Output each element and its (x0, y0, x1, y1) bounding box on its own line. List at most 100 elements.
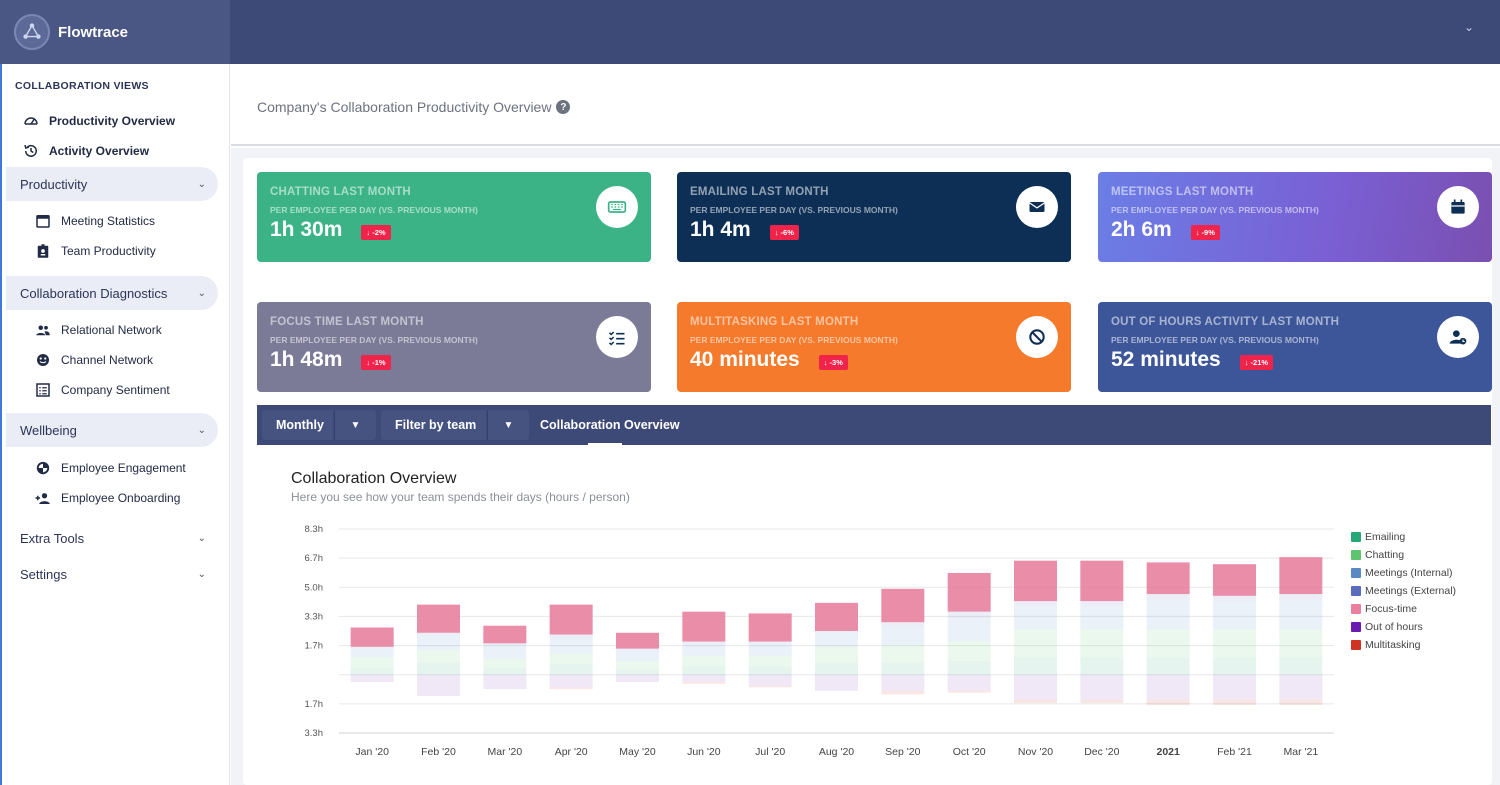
sidebar-group-wellbeing[interactable]: Wellbeing ⌄ (6, 413, 218, 447)
bar-segment-meetings-internal-[interactable] (417, 634, 460, 651)
bar-segment-out-of-hours[interactable] (1146, 674, 1190, 700)
sidebar-item-channel-network[interactable]: Channel Network (34, 351, 153, 369)
bar-segment-out-of-hours[interactable] (549, 674, 593, 688)
bar-segment-meetings-external-[interactable] (1279, 594, 1323, 600)
bar-segment-emailing[interactable] (815, 662, 858, 675)
legend-item[interactable]: Meetings (Internal) (1351, 564, 1456, 582)
bar-segment-meetings-external-[interactable] (1080, 601, 1124, 605)
bar-segment-meetings-internal-[interactable] (549, 638, 593, 654)
bar-segment-chatting[interactable] (616, 660, 659, 670)
bar-segment-meetings-external-[interactable] (947, 611, 991, 619)
bar-segment-meetings-internal-[interactable] (1014, 604, 1057, 630)
tab-collaboration-overview[interactable]: Collaboration Overview (540, 418, 680, 432)
bar-segment-multitasking[interactable] (1014, 699, 1057, 704)
bar-segment-meetings-internal-[interactable] (483, 645, 527, 660)
bar-segment-emailing[interactable] (1213, 657, 1256, 675)
team-filter-caret-icon[interactable]: ▼ (487, 410, 529, 440)
bar-segment-focus-time[interactable] (881, 588, 925, 623)
bar-segment-multitasking[interactable] (947, 690, 991, 693)
bar-segment-emailing[interactable] (682, 666, 726, 675)
bar-segment-focus-time[interactable] (748, 613, 792, 642)
legend-item[interactable]: Chatting (1351, 546, 1456, 564)
bar-segment-meetings-external-[interactable] (1146, 594, 1190, 600)
period-dropdown-caret-icon[interactable]: ▼ (334, 410, 376, 440)
bar-segment-focus-time[interactable] (947, 572, 991, 612)
help-icon[interactable]: ? (556, 100, 571, 114)
sidebar-item-team-productivity[interactable]: Team Productivity (34, 242, 156, 260)
bar-segment-emailing[interactable] (748, 666, 792, 675)
bar-segment-chatting[interactable] (1014, 629, 1057, 658)
bar-segment-meetings-external-[interactable] (417, 632, 460, 635)
bar-segment-chatting[interactable] (748, 655, 792, 667)
bar-segment-meetings-internal-[interactable] (1080, 604, 1124, 630)
legend-item[interactable]: Emailing (1351, 528, 1456, 546)
bar-segment-out-of-hours[interactable] (350, 674, 394, 682)
bar-segment-multitasking[interactable] (881, 690, 925, 695)
bar-segment-focus-time[interactable] (1014, 560, 1057, 602)
bar-segment-chatting[interactable] (1213, 629, 1256, 658)
bar-segment-out-of-hours[interactable] (483, 674, 527, 690)
bar-segment-multitasking[interactable] (1279, 699, 1323, 705)
bar-segment-meetings-internal-[interactable] (350, 648, 394, 658)
bar-segment-multitasking[interactable] (1080, 699, 1124, 704)
bar-segment-emailing[interactable] (881, 662, 925, 675)
legend-item[interactable]: Out of hours (1351, 618, 1456, 636)
bar-segment-chatting[interactable] (1080, 629, 1124, 658)
bar-segment-meetings-internal-[interactable] (682, 643, 726, 656)
bar-segment-out-of-hours[interactable] (815, 674, 858, 691)
account-menu-chevron-icon[interactable]: ⌄ (1463, 20, 1474, 34)
bar-segment-meetings-internal-[interactable] (1213, 601, 1256, 630)
bar-segment-chatting[interactable] (417, 650, 460, 663)
bar-segment-out-of-hours[interactable] (748, 674, 792, 686)
bar-segment-multitasking[interactable] (549, 687, 593, 690)
bar-segment-focus-time[interactable] (483, 625, 527, 644)
bar-segment-meetings-internal-[interactable] (616, 650, 659, 661)
sidebar-item-company-sentiment[interactable]: Company Sentiment (34, 381, 170, 399)
bar-segment-chatting[interactable] (815, 646, 858, 663)
bar-segment-meetings-internal-[interactable] (1279, 599, 1323, 630)
sidebar-item-meeting-statistics[interactable]: Meeting Statistics (34, 212, 155, 230)
bar-segment-focus-time[interactable] (1146, 562, 1190, 595)
bar-segment-meetings-external-[interactable] (483, 643, 527, 646)
bar-segment-chatting[interactable] (881, 645, 925, 663)
bar-segment-out-of-hours[interactable] (417, 674, 460, 697)
bar-segment-multitasking[interactable] (682, 682, 726, 684)
bar-segment-chatting[interactable] (1146, 629, 1190, 658)
bar-segment-focus-time[interactable] (815, 602, 858, 631)
bar-segment-meetings-external-[interactable] (1213, 595, 1256, 602)
bar-segment-emailing[interactable] (350, 667, 394, 675)
bar-segment-out-of-hours[interactable] (1014, 674, 1057, 700)
bar-segment-emailing[interactable] (549, 664, 593, 675)
bar-segment-out-of-hours[interactable] (881, 674, 925, 691)
bar-segment-meetings-internal-[interactable] (881, 627, 925, 646)
bar-segment-chatting[interactable] (549, 653, 593, 665)
bar-segment-focus-time[interactable] (1279, 557, 1323, 595)
bar-segment-out-of-hours[interactable] (1279, 674, 1323, 700)
sidebar-item-productivity-overview[interactable]: Productivity Overview (22, 112, 175, 130)
bar-segment-meetings-external-[interactable] (748, 641, 792, 644)
bar-segment-out-of-hours[interactable] (947, 674, 991, 691)
sidebar-group-extra-tools[interactable]: Extra Tools ⌄ (6, 521, 218, 555)
bar-segment-multitasking[interactable] (1213, 699, 1256, 705)
bar-segment-emailing[interactable] (1014, 657, 1057, 675)
bar-segment-meetings-external-[interactable] (616, 648, 659, 651)
bar-segment-focus-time[interactable] (417, 604, 460, 633)
bar-segment-meetings-internal-[interactable] (1146, 599, 1190, 630)
team-filter-select[interactable]: Filter by team (381, 410, 486, 440)
bar-segment-meetings-internal-[interactable] (815, 632, 858, 647)
bar-segment-focus-time[interactable] (350, 627, 394, 647)
bar-segment-chatting[interactable] (350, 657, 394, 668)
sidebar-item-employee-engagement[interactable]: Employee Engagement (34, 459, 186, 477)
sidebar-group-collaboration-diagnostics[interactable]: Collaboration Diagnostics ⌄ (6, 276, 218, 310)
bar-segment-meetings-external-[interactable] (350, 646, 394, 649)
sidebar-group-productivity[interactable]: Productivity ⌄ (6, 167, 218, 201)
bar-segment-focus-time[interactable] (682, 611, 726, 642)
bar-segment-meetings-internal-[interactable] (748, 643, 792, 656)
brand[interactable]: Flowtrace (0, 0, 230, 64)
bar-segment-chatting[interactable] (483, 659, 527, 668)
bar-segment-meetings-external-[interactable] (815, 631, 858, 633)
bar-segment-out-of-hours[interactable] (616, 674, 659, 682)
bar-segment-emailing[interactable] (1146, 657, 1190, 675)
bar-segment-focus-time[interactable] (549, 604, 593, 635)
bar-segment-emailing[interactable] (483, 667, 527, 675)
